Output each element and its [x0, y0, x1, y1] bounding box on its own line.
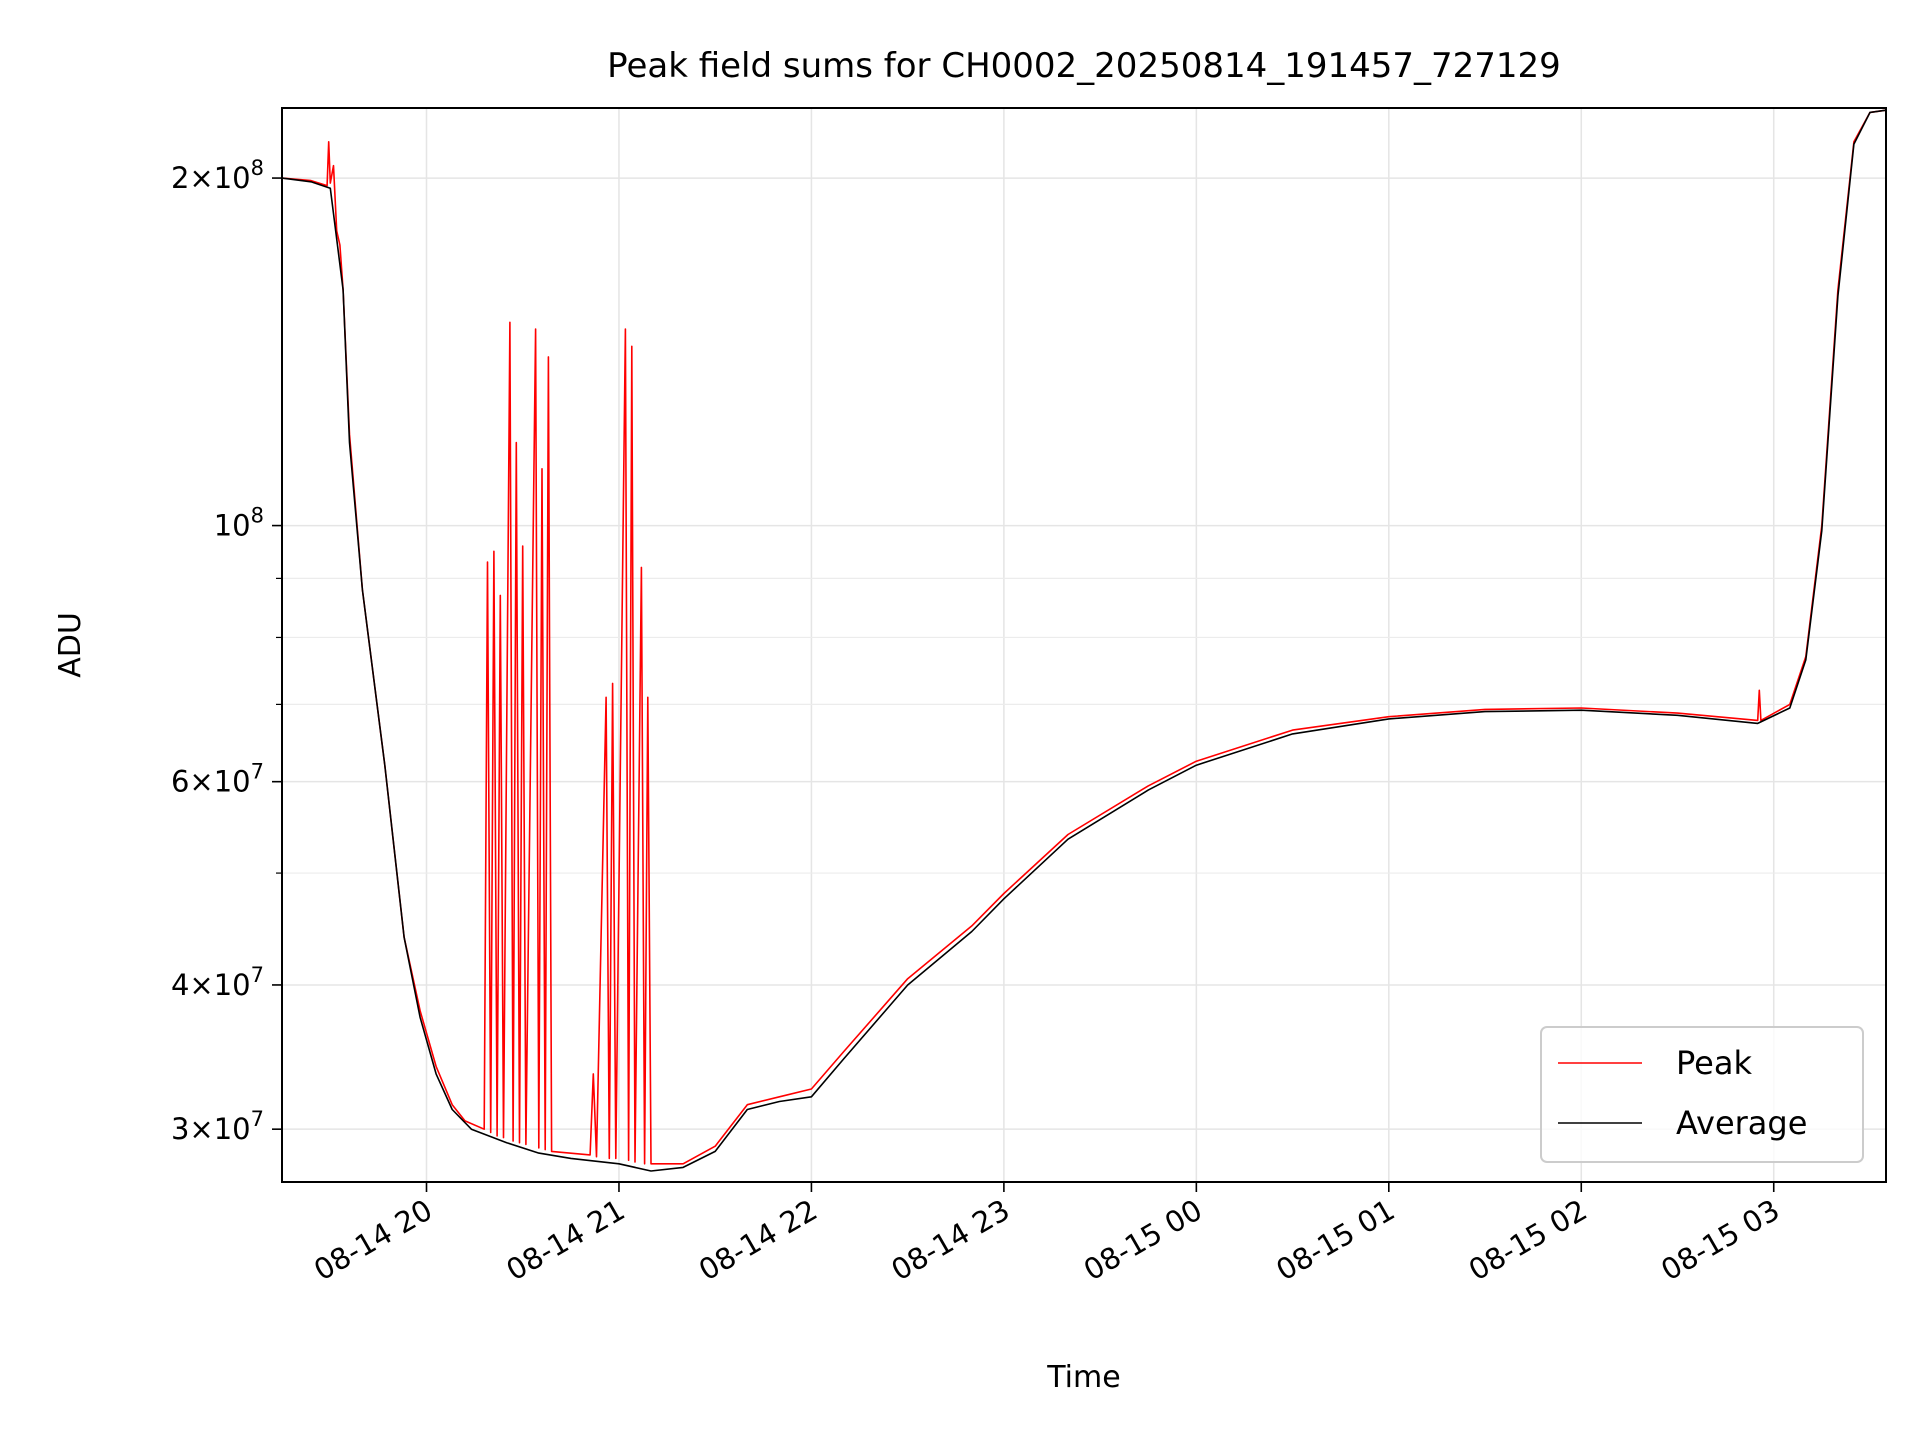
y-tick-label: 2×108 — [171, 156, 264, 195]
y-tick-label-exponent: 7 — [251, 1107, 264, 1131]
y-tick-label-exponent: 7 — [251, 760, 264, 784]
legend-peak-label: Peak — [1676, 1044, 1752, 1082]
y-tick-label: 6×107 — [171, 760, 264, 799]
y-axis-label: ADU — [53, 612, 88, 678]
series-line-average — [281, 109, 1887, 1172]
y-tick-label: 3×107 — [171, 1107, 264, 1146]
y-tick-label-base: 3×10 — [171, 1112, 251, 1146]
legend-box — [1540, 1026, 1864, 1163]
y-tick-label-base: 2×10 — [171, 161, 251, 195]
y-tick-label-base: 10 — [214, 509, 251, 543]
chart-title: Peak field sums for CH0002_20250814_1914… — [607, 46, 1561, 86]
y-tick-label-exponent: 8 — [251, 504, 264, 528]
series-line-peak — [281, 109, 1887, 1165]
y-tick-label-base: 6×10 — [171, 765, 251, 799]
y-tick-label: 4×107 — [171, 963, 264, 1002]
legend: Peak Average — [1540, 1026, 1864, 1163]
series-layer — [281, 109, 1887, 1172]
legend-average-label: Average — [1676, 1104, 1807, 1142]
plot-frame — [281, 107, 1887, 1183]
y-tick-label-exponent: 8 — [251, 156, 264, 180]
y-tick-label: 108 — [214, 504, 264, 543]
y-tick-label-base: 4×10 — [171, 968, 251, 1002]
y-tick-label-exponent: 7 — [251, 963, 264, 987]
x-axis-label: Time — [1046, 1360, 1120, 1395]
grid — [282, 108, 1886, 1182]
